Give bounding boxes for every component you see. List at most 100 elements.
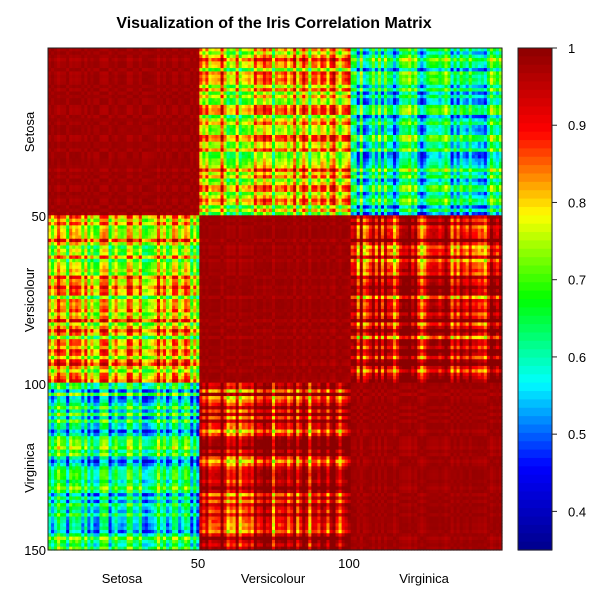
heatmap-cell: [356, 74, 361, 79]
heatmap-cell: [208, 58, 213, 62]
heatmap-cell: [344, 61, 349, 66]
heatmap-cell: [474, 54, 479, 59]
heatmap-cell: [178, 54, 182, 59]
heatmap-cell: [356, 88, 361, 93]
heatmap-cell: [365, 64, 370, 69]
heatmap-cell: [332, 88, 337, 93]
heatmap-cell: [129, 71, 134, 76]
heatmap-cell: [54, 71, 58, 76]
heatmap-cell: [163, 71, 167, 76]
heatmap-cell: [417, 78, 421, 83]
heatmap-cell: [477, 74, 482, 79]
heatmap-cell: [120, 54, 125, 59]
heatmap-cell: [214, 91, 219, 96]
heatmap-cell: [229, 61, 234, 66]
heatmap-cell: [374, 51, 379, 56]
heatmap-cell: [402, 81, 406, 86]
heatmap-cell: [190, 48, 194, 52]
heatmap-cell: [135, 81, 140, 86]
heatmap-cell: [447, 58, 452, 62]
heatmap-cell: [111, 54, 116, 59]
heatmap-cell: [178, 84, 182, 89]
heatmap-cell: [362, 61, 367, 66]
heatmap-cell: [338, 84, 343, 89]
heatmap-cell: [495, 74, 500, 79]
heatmap-cell: [426, 74, 430, 79]
heatmap-cell: [347, 88, 352, 93]
heatmap-cell: [459, 78, 464, 83]
heatmap-cell: [278, 68, 282, 73]
heatmap-cell: [75, 94, 79, 99]
heatmap-cell: [341, 51, 346, 56]
heatmap-cell: [123, 71, 128, 76]
heatmap-cell: [308, 48, 312, 52]
heatmap-cell: [474, 84, 479, 89]
heatmap-cell: [441, 84, 446, 89]
heatmap-cell: [159, 58, 164, 62]
heatmap-cell: [390, 58, 394, 62]
heatmap-cell: [208, 68, 213, 73]
heatmap-cell: [159, 48, 164, 52]
heatmap-cell: [383, 88, 388, 93]
heatmap-cell: [244, 58, 249, 62]
heatmap-cell: [132, 78, 137, 83]
heatmap-cell: [374, 91, 379, 96]
heatmap-cell: [359, 84, 364, 89]
heatmap-cell: [483, 74, 488, 79]
heatmap-cell: [232, 74, 237, 79]
heatmap-cell: [435, 84, 440, 89]
heatmap-cell: [172, 88, 176, 93]
heatmap-cell: [78, 74, 82, 79]
heatmap-cell: [93, 91, 98, 96]
heatmap-cell: [296, 64, 300, 69]
heatmap-cell: [166, 84, 170, 89]
heatmap-cell: [408, 61, 412, 66]
heatmap-cell: [368, 68, 373, 73]
heatmap-cell: [250, 91, 255, 96]
heatmap-cell: [99, 64, 104, 69]
heatmap-cell: [105, 48, 110, 52]
heatmap-cell: [344, 88, 349, 93]
heatmap-cell: [371, 51, 376, 56]
heatmap-cell: [150, 61, 155, 66]
heatmap-cell: [144, 64, 149, 69]
heatmap-cell: [323, 54, 328, 59]
heatmap-cell: [120, 81, 125, 86]
heatmap-cell: [211, 54, 216, 59]
heatmap-cell: [329, 68, 334, 73]
heatmap-cell: [147, 51, 152, 56]
heatmap-cell: [429, 51, 433, 56]
heatmap-cell: [320, 64, 325, 69]
heatmap-cell: [132, 54, 137, 59]
heatmap-cell: [220, 71, 225, 76]
heatmap-cell: [492, 68, 497, 73]
heatmap-cell: [299, 81, 303, 86]
heatmap-cell: [489, 88, 494, 93]
heatmap-cell: [450, 68, 455, 73]
heatmap-cell: [414, 81, 418, 86]
heatmap-cell: [72, 84, 76, 89]
heatmap-cell: [402, 88, 406, 93]
heatmap-cell: [423, 48, 427, 52]
heatmap-cell: [374, 74, 379, 79]
heatmap-cell: [114, 68, 119, 73]
heatmap-cell: [220, 88, 225, 93]
heatmap-cell: [432, 84, 437, 89]
heatmap-cell: [120, 68, 125, 73]
heatmap-cell: [444, 51, 449, 56]
heatmap-cell: [399, 68, 403, 73]
heatmap-cell: [138, 84, 143, 89]
heatmap-cell: [211, 88, 216, 93]
heatmap-cell: [329, 64, 334, 69]
heatmap-cell: [350, 68, 355, 73]
heatmap-cell: [220, 81, 225, 86]
heatmap-cell: [332, 91, 337, 96]
heatmap-cell: [202, 78, 206, 83]
heatmap-cell: [444, 88, 449, 93]
heatmap-cell: [347, 71, 352, 76]
heatmap-cell: [438, 84, 443, 89]
heatmap-cell: [96, 51, 101, 56]
heatmap-cell: [238, 51, 243, 56]
heatmap-cell: [365, 68, 370, 73]
heatmap-cell: [84, 74, 88, 79]
